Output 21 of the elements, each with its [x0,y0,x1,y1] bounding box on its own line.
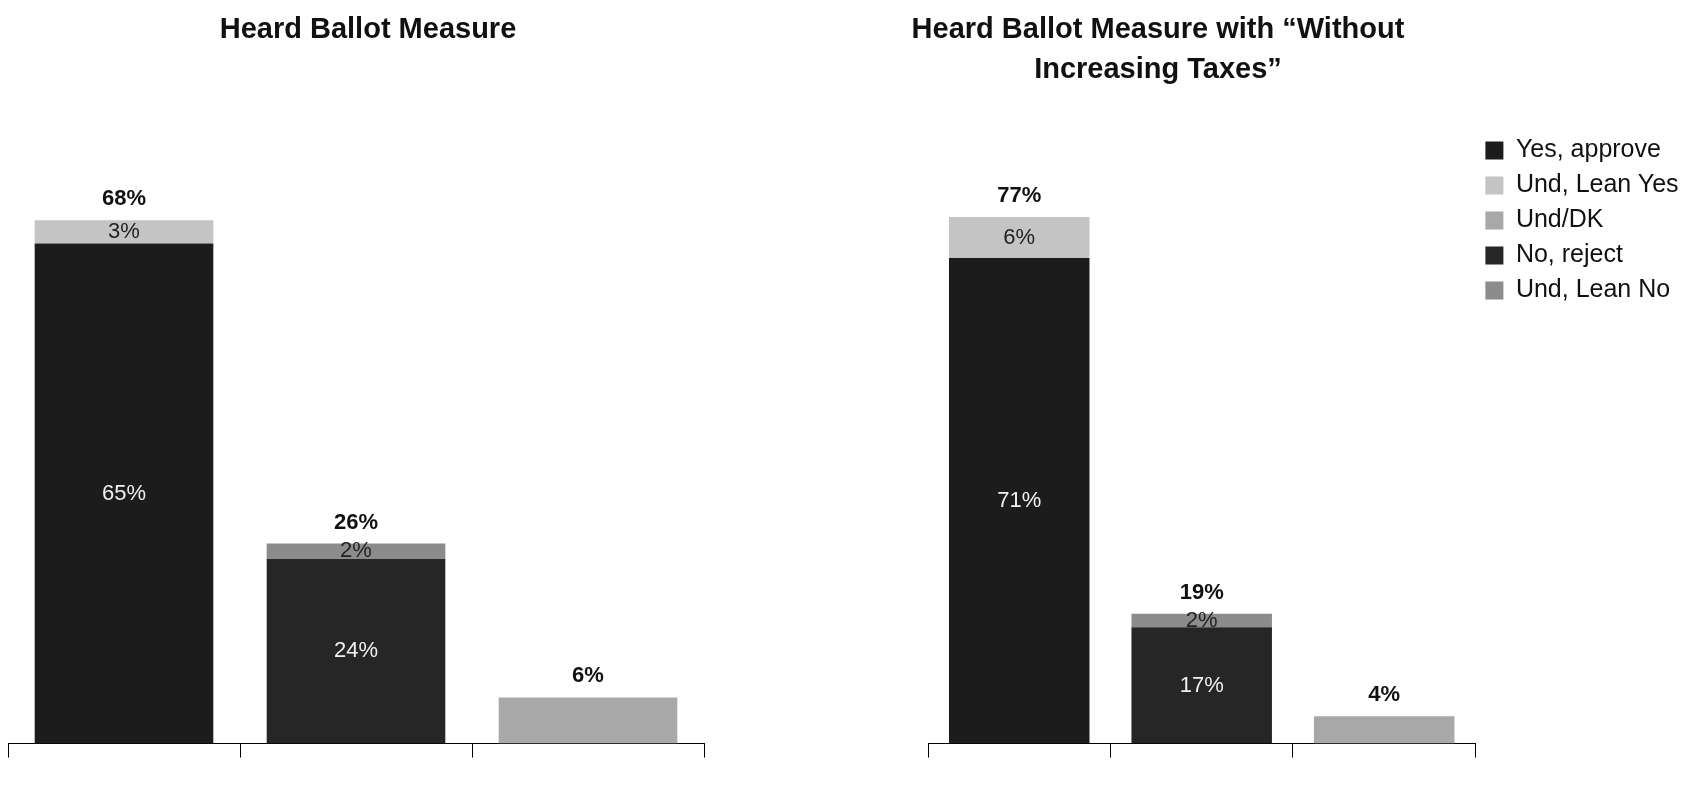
chart-title: Heard Ballot Measure with “Without Increasing Taxes” [910,11,1406,86]
legend-label: Und, Lean Yes [1515,169,1679,198]
data-label: 2% [1185,606,1218,632]
total-label: 26% [333,508,379,534]
data-label: 24% [333,637,379,663]
total-label: 77% [997,181,1042,207]
data-label: 3% [108,217,140,243]
legend-label: Und/DK [1515,204,1604,233]
total-label: 19% [1179,578,1224,604]
chart-title: Heard Ballot Measure [218,11,518,46]
legend-label: No, reject [1515,239,1623,268]
total-label: 4% [1368,681,1401,707]
legend-label: Yes, approve [1515,134,1661,163]
data-label: 2% [340,537,372,563]
legend-label: Und, Lean No [1515,274,1671,303]
total-label: 68% [101,185,147,211]
data-label: 17% [1179,671,1224,697]
data-label: 6% [1003,223,1036,249]
total-label: 6% [572,662,604,688]
data-label: 71% [997,486,1042,512]
data-label: 65% [101,479,147,505]
